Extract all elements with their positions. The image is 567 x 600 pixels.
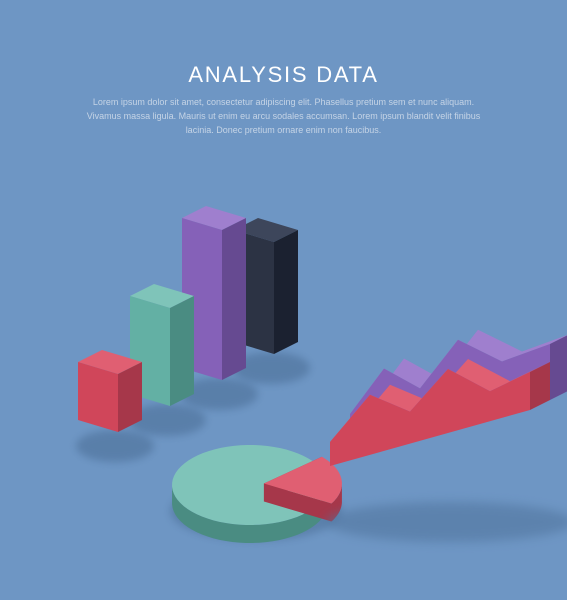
area-chart [330,320,567,526]
infographic-canvas: ANALYSIS DATA Lorem ipsum dolor sit amet… [0,0,567,600]
charts-scene [0,0,567,600]
